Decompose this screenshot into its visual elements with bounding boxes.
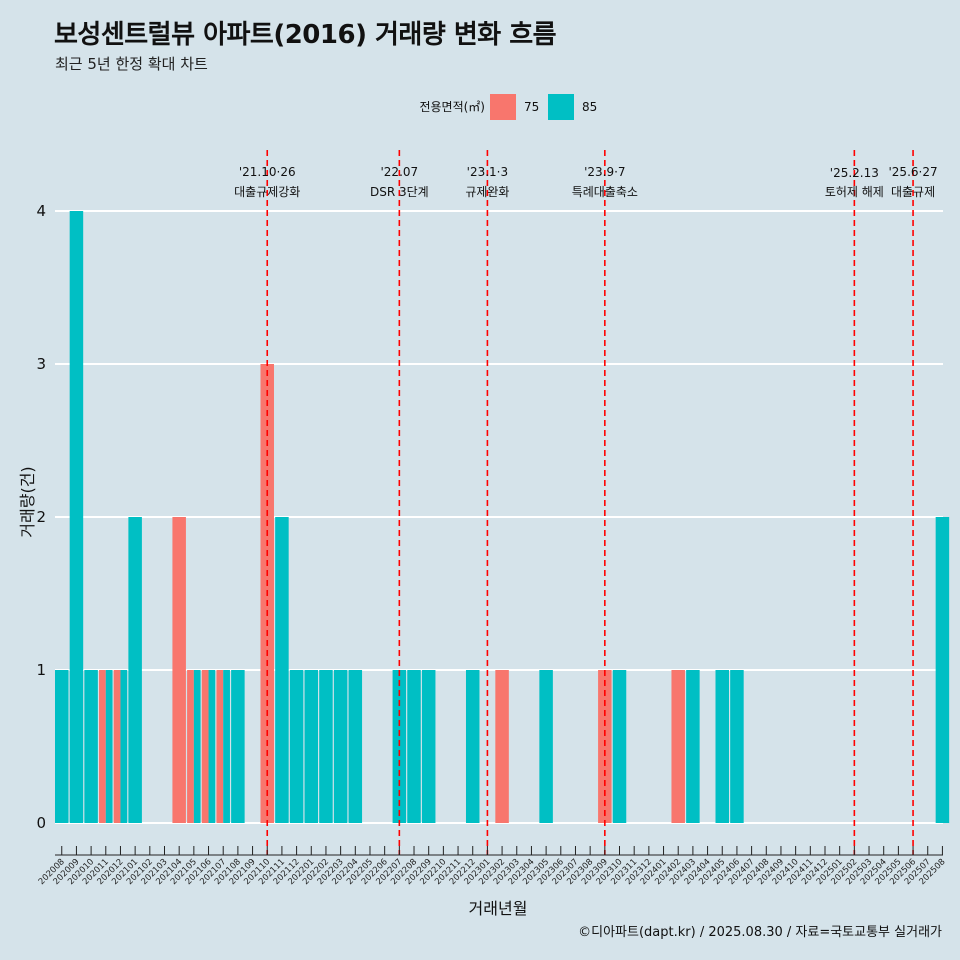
bar-85-202106 <box>208 670 216 823</box>
event-markers: '21.10·26 대출규제강화 '22.07 DSR 3단계 '23.1·3 규제완화 '… <box>234 150 938 855</box>
bar-85-202112 <box>289 670 304 823</box>
y-tick-label-0: 0 <box>36 814 46 832</box>
chart-title: 보성센트럴뷰 아파트(2016) 거래량 변화 흐름 <box>54 20 557 50</box>
event-date-5: '25.2.13 <box>830 166 879 180</box>
x-axis-title: 거래년월 <box>469 899 528 918</box>
event-label-4: 특례대출축소 <box>572 185 638 199</box>
bar-85-202406 <box>730 670 744 823</box>
event-label-1: 대출규제강화 <box>234 185 300 199</box>
bar-85-202009 <box>69 211 84 823</box>
bar-75-202402 <box>671 670 685 823</box>
chart-subtitle: 최근 5년 한정 확대 차트 <box>55 55 208 73</box>
bar-85-202105 <box>193 670 201 823</box>
bar-75-202107 <box>216 670 224 823</box>
event-label-3: 규제완화 <box>465 185 509 199</box>
bar-85-202008 <box>55 670 69 823</box>
bar-85-202107 <box>223 670 230 823</box>
bar-85-202010 <box>84 670 98 823</box>
bar-85-202403 <box>686 670 700 823</box>
legend: 전용면적(㎡) 75 85 <box>419 94 597 120</box>
event-label-6: 대출규제 <box>891 185 935 199</box>
legend-label-85: 85 <box>582 100 597 114</box>
bar-85-202202 <box>319 670 333 823</box>
y-tick-label-4: 4 <box>36 202 46 220</box>
bar-85-202212 <box>465 670 480 823</box>
bar-85-202310 <box>612 670 627 823</box>
y-axis-title: 거래량(건) <box>18 466 37 537</box>
y-tick-label-3: 3 <box>36 355 46 373</box>
bar-85-202101 <box>128 517 142 823</box>
bar-75-202302 <box>495 670 509 823</box>
bar-85-202011 <box>105 670 113 823</box>
legend-label-75: 75 <box>524 100 539 114</box>
bar-85-202201 <box>304 670 319 823</box>
bar-85-202204 <box>348 670 363 823</box>
y-tick-label-1: 1 <box>36 661 46 679</box>
bar-75-202012 <box>113 670 121 823</box>
bar-85-202012 <box>120 670 128 823</box>
bar-75-202106 <box>201 670 209 823</box>
y-tick-label-2: 2 <box>36 508 46 526</box>
event-label-2: DSR 3단계 <box>370 185 429 199</box>
event-date-3: '23.1·3 <box>467 165 508 179</box>
event-date-6: '25.6·27 <box>889 165 938 179</box>
legend-title: 전용면적(㎡) <box>419 100 485 114</box>
event-date-2: '22.07 <box>381 165 419 179</box>
caption: ©디아파트(dapt.kr) / 2025.08.30 / 자료=국토교통부 실… <box>578 925 942 940</box>
bar-85-202508 <box>935 517 950 823</box>
bar-85-202207 <box>392 670 407 823</box>
bar-85-202203 <box>333 670 348 823</box>
bar-85-202305 <box>539 670 553 823</box>
bar-75-202104 <box>172 517 186 823</box>
legend-swatch-85 <box>548 94 574 120</box>
axes: 2020082020092020102020112020122021012021… <box>37 846 948 887</box>
bar-85-202108 <box>231 670 245 823</box>
bar-75-202309 <box>598 670 612 823</box>
bar-85-202209 <box>421 670 436 823</box>
bars <box>55 211 950 823</box>
event-date-1: '21.10·26 <box>239 165 296 179</box>
bar-75-202011 <box>99 670 106 823</box>
legend-swatch-75 <box>490 94 516 120</box>
event-label-5: 토허제 해제 <box>825 185 884 199</box>
event-date-4: '23.9·7 <box>584 165 625 179</box>
bar-85-202111 <box>275 517 289 823</box>
bar-75-202105 <box>187 670 194 823</box>
bar-85-202208 <box>407 670 421 823</box>
bar-85-202405 <box>715 670 729 823</box>
